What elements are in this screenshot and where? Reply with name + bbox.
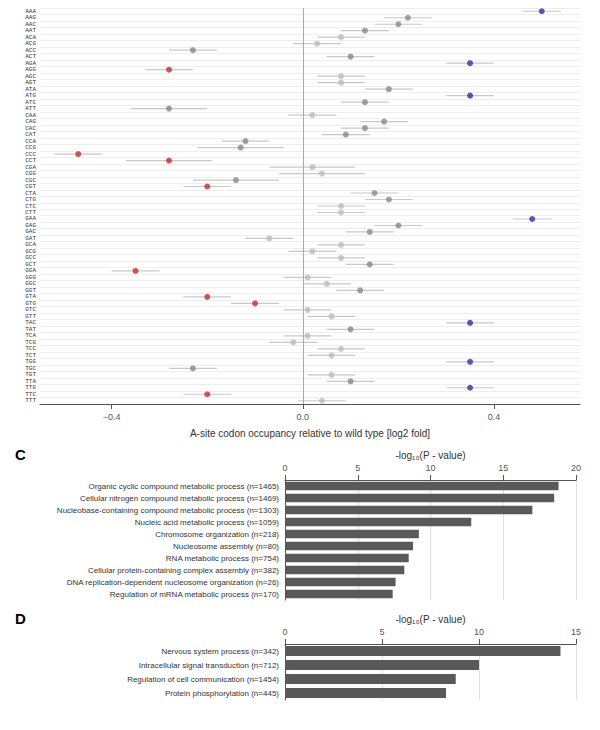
- svg-text:-log₁₀(P - value): -log₁₀(P - value): [395, 450, 465, 461]
- svg-text:GAA: GAA: [25, 215, 36, 223]
- svg-text:Organic cyclic compound metabo: Organic cyclic compound metabolic proces…: [88, 482, 279, 491]
- svg-text:Chromosome organization (n=218: Chromosome organization (n=218): [155, 530, 279, 539]
- svg-text:TTT: TTT: [25, 397, 36, 404]
- svg-text:CTT: CTT: [25, 209, 36, 216]
- svg-text:GGG: GGG: [25, 273, 36, 281]
- svg-text:AGC: AGC: [25, 72, 36, 80]
- svg-text:20: 20: [571, 463, 581, 473]
- svg-text:Nucleobase-containing compound: Nucleobase-containing compound metabolic…: [57, 506, 279, 515]
- svg-text:CGT: CGT: [25, 183, 36, 190]
- svg-text:ATA: ATA: [25, 85, 36, 93]
- svg-text:CAC: CAC: [25, 124, 36, 132]
- svg-text:ACG: ACG: [25, 40, 36, 48]
- svg-text:GAT: GAT: [25, 235, 36, 242]
- svg-text:TTG: TTG: [25, 384, 36, 392]
- svg-text:ACA: ACA: [25, 33, 36, 41]
- svg-text:ATC: ATC: [25, 98, 36, 106]
- svg-text:AAG: AAG: [25, 14, 36, 22]
- svg-text:ACC: ACC: [25, 46, 36, 54]
- svg-text:Nervous system process (n=342): Nervous system process (n=342): [161, 647, 279, 656]
- svg-text:Protein phosphorylation (n=445: Protein phosphorylation (n=445): [165, 689, 279, 698]
- svg-text:D: D: [15, 610, 26, 627]
- svg-text:Regulation of mRNA metabolic p: Regulation of mRNA metabolic process (n=…: [110, 590, 280, 599]
- svg-text:GTC: GTC: [25, 306, 36, 314]
- svg-text:GGC: GGC: [25, 280, 36, 288]
- svg-text:15: 15: [498, 463, 508, 473]
- svg-text:GTG: GTG: [25, 299, 36, 307]
- svg-text:GGT: GGT: [25, 286, 36, 294]
- svg-text:GCG: GCG: [25, 247, 36, 255]
- svg-text:GAC: GAC: [25, 228, 36, 236]
- svg-text:TGT: TGT: [25, 371, 36, 379]
- svg-text:15: 15: [571, 627, 581, 637]
- svg-text:GCT: GCT: [25, 260, 36, 268]
- svg-text:0.4: 0.4: [488, 412, 501, 422]
- svg-text:GAG: GAG: [25, 222, 36, 229]
- svg-text:Cellular protein-containing co: Cellular protein-containing complex asse…: [88, 566, 279, 575]
- svg-text:TTC: TTC: [25, 390, 36, 398]
- svg-text:GCC: GCC: [25, 254, 36, 262]
- svg-text:A-site codon occupancy relativ: A-site codon occupancy relative to wild …: [190, 428, 430, 439]
- svg-text:TGC: TGC: [25, 364, 36, 372]
- svg-text:CCC: CCC: [25, 150, 36, 158]
- svg-text:CAG: CAG: [25, 118, 36, 126]
- svg-text:Cellular nitrogen compound met: Cellular nitrogen compound metabolic pro…: [80, 494, 279, 503]
- svg-text:TCC: TCC: [25, 345, 36, 353]
- svg-text:GTT: GTT: [25, 312, 36, 320]
- svg-text:AGT: AGT: [25, 79, 36, 87]
- svg-text:CCG: CCG: [25, 144, 36, 152]
- svg-text:CTG: CTG: [25, 196, 36, 203]
- svg-text:TCG: TCG: [25, 338, 36, 346]
- svg-text:Nucleosome assembly (n=80): Nucleosome assembly (n=80): [173, 542, 279, 551]
- svg-text:TCA: TCA: [25, 332, 36, 340]
- svg-text:-log₁₀(P - value): -log₁₀(P - value): [395, 614, 465, 625]
- svg-text:GGA: GGA: [25, 267, 36, 275]
- svg-text:CTC: CTC: [25, 202, 36, 210]
- svg-text:5: 5: [355, 463, 360, 473]
- svg-text:CGC: CGC: [25, 176, 36, 184]
- svg-text:ATT: ATT: [25, 105, 36, 113]
- svg-text:TAT: TAT: [25, 325, 36, 333]
- svg-text:TTA: TTA: [25, 377, 36, 385]
- svg-text:CGA: CGA: [25, 163, 36, 171]
- svg-text:−0.4: −0.4: [103, 412, 121, 422]
- svg-text:0: 0: [282, 627, 287, 637]
- svg-text:GTA: GTA: [25, 293, 36, 301]
- svg-text:0: 0: [282, 463, 287, 473]
- svg-text:AGA: AGA: [25, 59, 36, 67]
- svg-text:AAA: AAA: [25, 7, 36, 15]
- svg-text:Intracellular signal transduct: Intracellular signal transduction (n=712…: [139, 661, 280, 670]
- svg-text:AAC: AAC: [25, 20, 36, 28]
- svg-text:CCT: CCT: [25, 157, 36, 165]
- svg-text:10: 10: [425, 463, 435, 473]
- svg-text:5: 5: [379, 627, 384, 637]
- svg-text:10: 10: [474, 627, 484, 637]
- svg-text:CAT: CAT: [25, 131, 36, 139]
- svg-text:ATG: ATG: [25, 92, 36, 100]
- svg-text:TCT: TCT: [25, 351, 36, 359]
- svg-text:AGG: AGG: [25, 66, 36, 74]
- svg-text:RNA metabolic process (n=754): RNA metabolic process (n=754): [166, 554, 280, 563]
- svg-text:CCA: CCA: [25, 137, 36, 145]
- svg-text:TAC: TAC: [25, 319, 36, 327]
- svg-text:CTA: CTA: [25, 189, 36, 197]
- svg-text:TGG: TGG: [25, 358, 36, 366]
- svg-text:Regulation of cell communicati: Regulation of cell communication (n=1454…: [127, 675, 279, 684]
- svg-text:Nucleic acid metabolic process: Nucleic acid metabolic process (n=1059): [135, 518, 280, 527]
- svg-text:DNA replication-dependent nucl: DNA replication-dependent nucleosome org…: [67, 578, 280, 587]
- svg-text:0.0: 0.0: [297, 412, 310, 422]
- svg-text:GCA: GCA: [25, 241, 36, 249]
- svg-text:CGG: CGG: [25, 170, 36, 177]
- svg-text:CAA: CAA: [25, 111, 36, 119]
- svg-text:ACT: ACT: [25, 53, 36, 61]
- svg-text:AAT: AAT: [25, 27, 36, 35]
- svg-text:C: C: [15, 446, 26, 463]
